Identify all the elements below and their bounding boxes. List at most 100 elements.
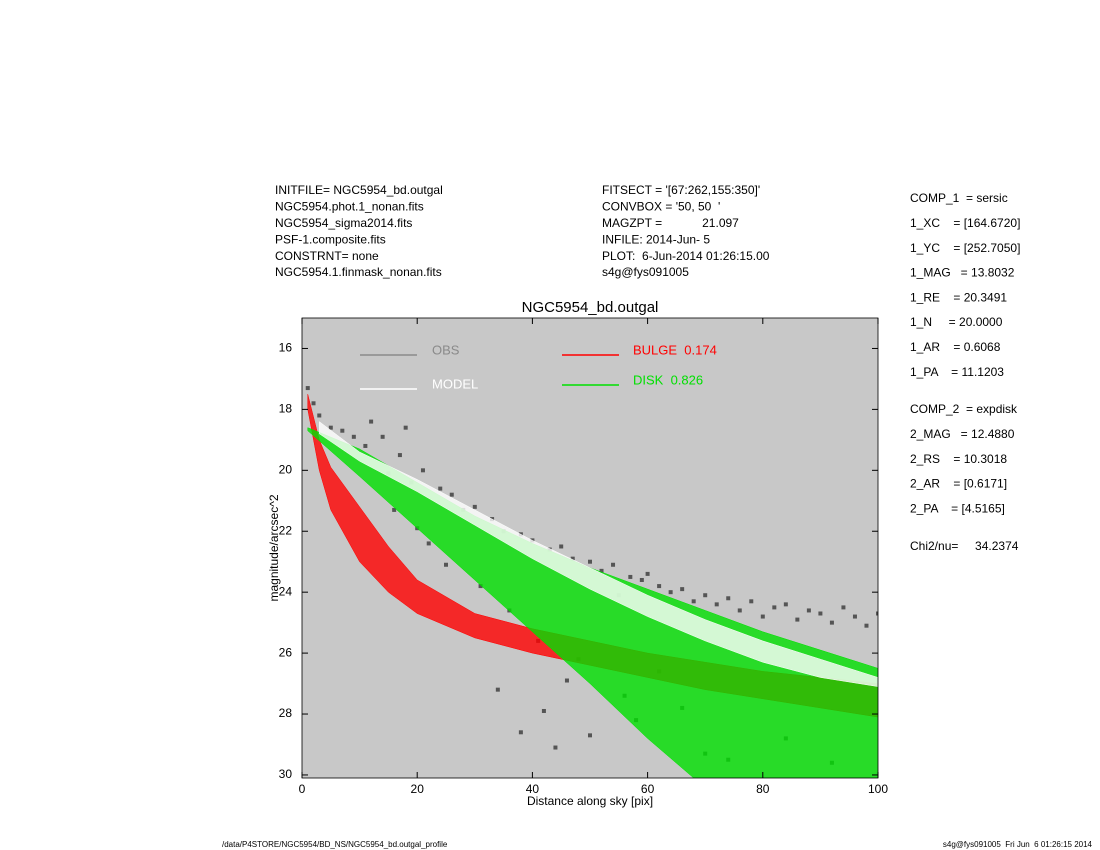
param-line: 2_RS = 10.3018 (910, 452, 1007, 466)
obs-point (726, 596, 731, 601)
x-tick-label: 0 (299, 782, 306, 796)
param-line: 2_PA = [4.5165] (910, 501, 1005, 515)
header-middle-line: PLOT: 6-Jun-2014 01:26:15.00 (602, 249, 770, 263)
obs-point (841, 605, 846, 610)
obs-point (749, 599, 754, 604)
obs-point (864, 623, 869, 628)
header-middle-line: FITSECT = '[67:262,155:350]' (602, 183, 760, 197)
obs-point (397, 453, 402, 458)
obs-point (818, 611, 823, 616)
obs-point (772, 605, 777, 610)
header-middle-line: INFILE: 2014-Jun- 5 (602, 232, 710, 246)
param-line: COMP_2 = expdisk (910, 402, 1018, 416)
header-left-line: PSF-1.composite.fits (275, 232, 386, 246)
footer-left: /data/P4STORE/NGC5954/BD_NS/NGC5954_bd.o… (222, 840, 448, 849)
plot-frame (301, 317, 879, 779)
obs-point (340, 428, 345, 433)
param-line: 2_AR = [0.6171] (910, 477, 1007, 491)
obs-point (639, 577, 644, 582)
obs-point (392, 507, 397, 512)
obs-point (645, 571, 650, 576)
obs-point (691, 599, 696, 604)
legend-label: DISK 0.826 (633, 372, 703, 387)
obs-point (795, 617, 800, 622)
obs-point (876, 611, 878, 616)
obs-point (426, 541, 431, 546)
y-tick-label: 30 (279, 767, 293, 781)
data-layer (305, 386, 878, 778)
obs-point (438, 486, 443, 491)
obs-point (449, 492, 454, 497)
chi2: Chi2/nu= 34.2374 (910, 539, 1019, 553)
header-middle-line: MAGZPT = 21.097 (602, 216, 739, 230)
header-left-line: INITFILE= NGC5954_bd.outgal (275, 183, 443, 197)
obs-point (806, 608, 811, 613)
obs-point (657, 584, 662, 589)
x-tick-label: 20 (411, 782, 425, 796)
obs-point (311, 401, 316, 406)
obs-point (472, 504, 477, 509)
legend-label: MODEL (432, 376, 478, 391)
obs-point (628, 574, 633, 579)
y-tick-label: 22 (279, 523, 293, 537)
obs-point (852, 614, 857, 619)
obs-point (518, 730, 523, 735)
x-tick-label: 60 (641, 782, 655, 796)
header-middle-line: s4g@fys091005 (602, 265, 689, 279)
header-left-line: CONSTRNT= none (275, 249, 379, 263)
y-tick-label: 16 (279, 341, 293, 355)
header-left-line: NGC5954.1.finmask_nonan.fits (275, 265, 442, 279)
obs-point (328, 425, 333, 430)
x-tick-label: 80 (756, 782, 770, 796)
obs-point (351, 434, 356, 439)
chart-title: NGC5954_bd.outgal (522, 299, 659, 316)
legend-label: OBS (432, 342, 460, 357)
plot (305, 386, 878, 778)
param-line: 1_RE = 20.3491 (910, 290, 1007, 304)
obs-point (559, 544, 564, 549)
obs-point (599, 568, 604, 573)
obs-point (564, 678, 569, 683)
x-tick-label: 40 (526, 782, 540, 796)
obs-point (363, 443, 368, 448)
param-line: COMP_1 = sersic (910, 191, 1008, 205)
param-line: 1_MAG = 13.8032 (910, 266, 1015, 280)
obs-point (553, 745, 558, 750)
obs-point (317, 413, 322, 418)
param-line: 1_XC = [164.6720] (910, 216, 1020, 230)
obs-point (611, 562, 616, 567)
obs-point (680, 587, 685, 592)
footer-right: s4g@fys091005 Fri Jun 6 01:26:15 2014 (943, 840, 1093, 849)
obs-point (541, 708, 546, 713)
obs-point (420, 468, 425, 473)
param-line: 1_PA = 11.1203 (910, 365, 1004, 379)
legend-label: BULGE 0.174 (633, 342, 717, 357)
y-tick-label: 24 (279, 584, 293, 598)
y-tick-label: 20 (279, 462, 293, 476)
y-tick-label: 28 (279, 706, 293, 720)
obs-point (444, 562, 448, 567)
header-middle-line: CONVBOX = '50, 50 ' (602, 200, 720, 214)
obs-point (588, 559, 592, 564)
obs-point (760, 614, 765, 619)
header-left-line: NGC5954.phot.1_nonan.fits (275, 200, 424, 214)
obs-point (668, 590, 673, 595)
param-line: 1_YC = [252.7050] (910, 241, 1020, 255)
obs-point (478, 584, 483, 589)
param-line: 2_MAG = 12.4880 (910, 427, 1015, 441)
obs-point (305, 386, 310, 391)
obs-point (737, 608, 742, 613)
obs-point (714, 602, 719, 607)
obs-point (403, 425, 408, 430)
obs-point (829, 620, 834, 625)
obs-point (588, 733, 592, 738)
obs-point (570, 556, 575, 561)
obs-point (380, 434, 385, 439)
component-band (319, 421, 878, 687)
y-tick-label: 26 (279, 645, 293, 659)
y-tick-label: 18 (279, 402, 293, 416)
obs-point (703, 593, 708, 598)
param-line: 1_N = 20.0000 (910, 315, 1003, 329)
obs-point (369, 419, 374, 424)
